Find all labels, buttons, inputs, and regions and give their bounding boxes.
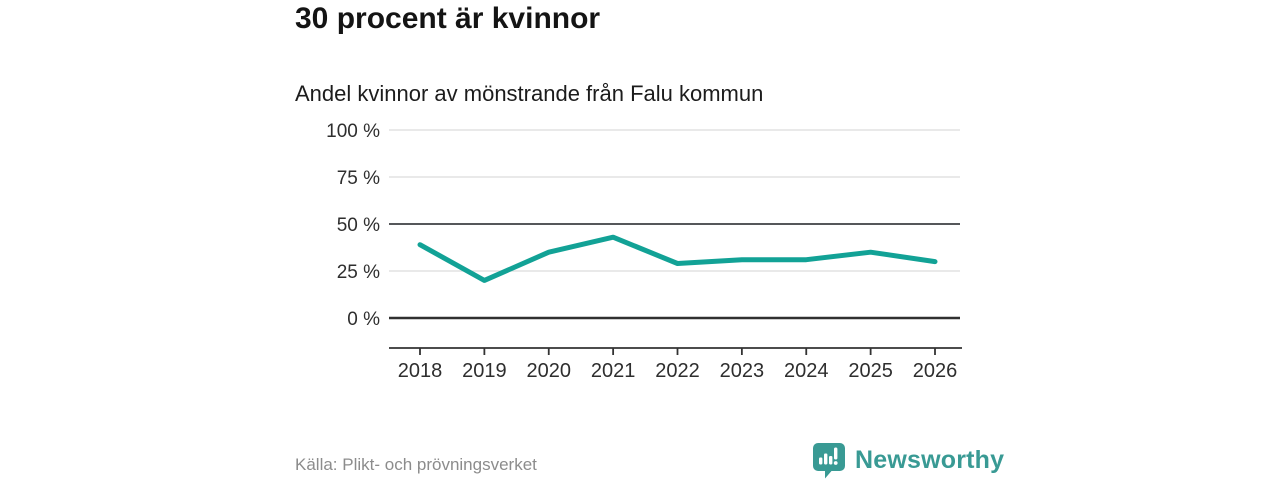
x-axis-label: 2026 <box>913 360 958 382</box>
x-axis-label: 2018 <box>398 360 443 382</box>
newsworthy-icon <box>813 443 845 479</box>
x-axis-label: 2021 <box>591 360 636 382</box>
y-axis-label: 0 % <box>347 309 380 330</box>
y-axis-label: 100 % <box>326 121 380 142</box>
y-axis-label: 25 % <box>337 262 380 283</box>
line-chart: 0 % 25 % 50 % 75 % 100 % 2018 2019 2020 2021 2022… <box>326 121 962 382</box>
x-axis-label: 2019 <box>462 360 507 382</box>
x-axis-label: 2025 <box>848 360 893 382</box>
y-axis-label: 50 % <box>337 215 380 236</box>
x-axis-label: 2022 <box>655 360 700 382</box>
chart-subtitle: Andel kvinnor av mönstrande från Falu ko… <box>295 81 764 106</box>
y-axis-label: 75 % <box>337 168 380 189</box>
x-axis-label: 2024 <box>784 360 829 382</box>
newsworthy-wordmark: Newsworthy <box>855 446 1005 474</box>
data-series-line <box>417 234 938 283</box>
newsworthy-logo: Newsworthy <box>812 442 1004 479</box>
chart-title: 30 procent är kvinnor <box>295 2 601 35</box>
source-note: Källa: Plikt- och prövningsverket <box>295 455 537 474</box>
x-axis-label: 2023 <box>720 360 765 382</box>
bar-chart-glyph <box>819 447 838 465</box>
x-axis-label: 2020 <box>527 360 572 382</box>
